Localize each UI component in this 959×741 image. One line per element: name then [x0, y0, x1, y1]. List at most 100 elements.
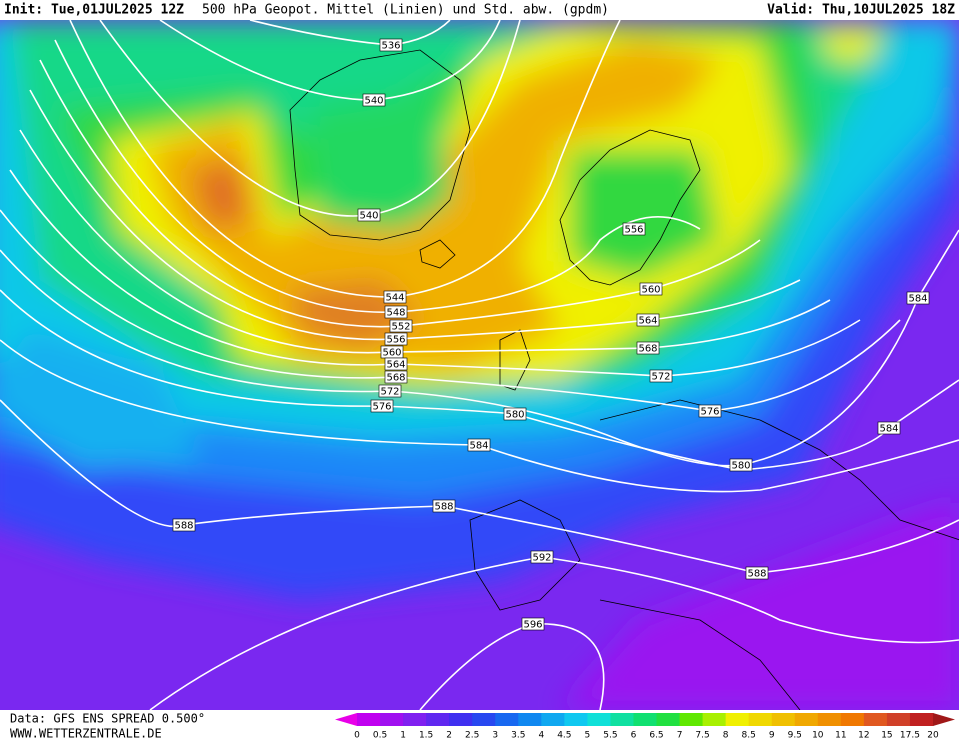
- legend-swatch: [380, 713, 404, 726]
- contour-label-box: [622, 222, 646, 236]
- contour-label-box: [877, 421, 901, 435]
- contour-label-box: [503, 407, 527, 421]
- legend-label: 4.5: [557, 731, 571, 741]
- contour-label-box: [530, 550, 554, 564]
- contour-label-box: [362, 93, 386, 107]
- legend-label: 2.5: [465, 731, 479, 741]
- contour-label-box: [467, 438, 491, 452]
- contour-label-box: [636, 313, 660, 327]
- contour-label-box: [383, 290, 407, 304]
- contour-label-box: [389, 319, 413, 333]
- valid-time: Valid: Thu,10JUL2025 18Z: [767, 3, 955, 18]
- legend-label: 3: [492, 731, 498, 741]
- contour-label: 552: [391, 322, 410, 333]
- legend-label: 2: [446, 731, 452, 741]
- legend-label: 1: [400, 731, 406, 741]
- contour-label-box: [379, 38, 403, 52]
- contour-label: 572: [380, 387, 399, 398]
- legend-label: 3.5: [511, 731, 525, 741]
- legend-label: 20: [927, 731, 939, 741]
- contour-label-box: [639, 282, 663, 296]
- contour-label: 568: [386, 373, 405, 384]
- contour-label: 576: [700, 407, 719, 418]
- contour-label-box: [384, 357, 408, 371]
- contour-label: 560: [641, 285, 660, 296]
- legend-swatch: [748, 713, 773, 726]
- contour-label: 556: [386, 335, 405, 346]
- legend-swatch: [564, 713, 588, 726]
- legend-swatch: [633, 713, 658, 726]
- contour-label: 572: [651, 372, 670, 383]
- legend-label: 7.5: [695, 731, 709, 741]
- contour-label: 564: [638, 316, 657, 327]
- legend-arrow-high: [933, 713, 955, 726]
- legend-swatch: [679, 713, 704, 726]
- contour-label: 584: [908, 294, 927, 305]
- contour-label: 536: [381, 41, 400, 52]
- contour-label-box: [384, 332, 408, 346]
- contour-label-box: [432, 499, 456, 513]
- contour-label: 560: [382, 348, 401, 359]
- data-source: Data: GFS ENS SPREAD 0.500°: [10, 712, 205, 726]
- legend-label: 6.5: [649, 731, 663, 741]
- contour-label-box: [370, 399, 394, 413]
- legend-swatch: [495, 713, 519, 726]
- legend-swatch: [610, 713, 634, 726]
- site-name: WWW.WETTERZENTRALE.DE: [10, 727, 162, 741]
- contour-label: 576: [372, 402, 391, 413]
- contour-label: 580: [505, 410, 524, 421]
- contour-label: 588: [174, 521, 193, 532]
- legend-arrow-low: [335, 713, 357, 726]
- contour-label: 544: [385, 293, 404, 304]
- legend-swatch: [656, 713, 681, 726]
- legend-label: 11: [835, 731, 846, 741]
- spread-field: 5365405405445485525565605645685725765805…: [0, 20, 959, 710]
- legend-label: 7: [677, 731, 683, 741]
- contour-label: 588: [434, 502, 453, 513]
- legend-swatch: [426, 713, 450, 726]
- legend-label: 0: [354, 731, 360, 741]
- legend-swatch: [840, 713, 865, 726]
- legend-swatch: [817, 713, 842, 726]
- legend-swatch: [725, 713, 750, 726]
- legend-label: 0.5: [373, 731, 387, 741]
- legend-swatch: [886, 713, 911, 726]
- legend-label: 8.5: [742, 731, 756, 741]
- legend-swatch: [587, 713, 611, 726]
- map-title: 500 hPa Geopot. Mittel (Linien) und Std.…: [202, 3, 609, 18]
- legend-swatch: [794, 713, 819, 726]
- legend-swatch: [909, 713, 934, 726]
- contour-label: 540: [359, 211, 378, 222]
- contour-label-box: [378, 384, 402, 398]
- contour-label-box: [357, 208, 381, 222]
- contour-label-box: [649, 369, 673, 383]
- legend-label: 9: [769, 731, 775, 741]
- legend-label: 6: [631, 731, 637, 741]
- legend-label: 17.5: [900, 731, 920, 741]
- legend-label: 4: [538, 731, 544, 741]
- contour-label: 564: [386, 360, 405, 371]
- contour-label-box: [384, 370, 408, 384]
- contour-label: 592: [532, 553, 551, 564]
- contour-label-box: [906, 291, 930, 305]
- contour-label-box: [521, 617, 545, 631]
- legend-label: 8: [723, 731, 729, 741]
- contour-label: 580: [731, 461, 750, 472]
- contour-label: 568: [638, 344, 657, 355]
- legend-swatch: [702, 713, 727, 726]
- legend-swatch: [403, 713, 427, 726]
- legend-swatch: [541, 713, 565, 726]
- legend-swatch: [472, 713, 496, 726]
- legend-label: 15: [881, 731, 892, 741]
- legend-swatch: [449, 713, 473, 726]
- contour-label-box: [698, 404, 722, 418]
- legend-label: 12: [858, 731, 869, 741]
- legend-label: 5: [585, 731, 591, 741]
- contour-label-box: [384, 305, 408, 319]
- contour-label: 556: [624, 225, 643, 236]
- contour-label-box: [636, 341, 660, 355]
- contour-label-box: [172, 518, 196, 532]
- contour-label-box: [745, 566, 769, 580]
- legend-swatch: [357, 713, 381, 726]
